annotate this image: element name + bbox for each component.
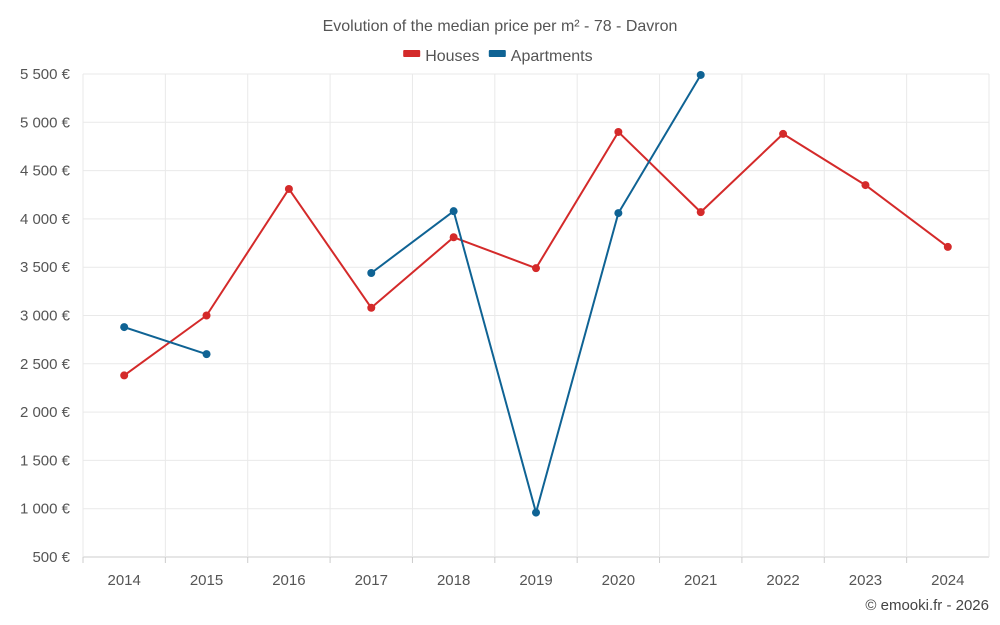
houses-point-2017[interactable] [367, 304, 375, 312]
houses-point-2019[interactable] [532, 264, 540, 272]
x-tick-label-2017: 2017 [355, 572, 388, 589]
y-tick-label: 3 500 € [20, 259, 71, 276]
y-tick-label: 5 000 € [20, 114, 71, 131]
houses-point-2024[interactable] [944, 243, 952, 251]
apartments-line [371, 75, 700, 513]
y-tick-label: 3 000 € [20, 308, 71, 325]
x-tick-label-2022: 2022 [766, 572, 799, 589]
apartments-point-2017[interactable] [367, 269, 375, 277]
y-tick-label: 5 500 € [20, 66, 71, 83]
y-tick-label: 4 000 € [20, 211, 71, 228]
chart-legend: Houses Apartments [403, 48, 592, 65]
legend-label: Apartments [511, 48, 593, 65]
chart-title: Evolution of the median price per m² - 7… [323, 18, 678, 35]
y-tick-label: 1 500 € [20, 452, 71, 469]
x-tick-label-2015: 2015 [190, 572, 223, 589]
apartments-point-2019[interactable] [532, 509, 540, 517]
legend-label: Houses [425, 48, 479, 65]
y-tick-label: 1 000 € [20, 501, 71, 518]
x-axis-ticks: 2014 2015 2016 2017 2018 2019 2020 2021 2022 2023… [83, 557, 965, 589]
x-tick-label-2018: 2018 [437, 572, 470, 589]
houses-point-2015[interactable] [203, 312, 211, 320]
legend-swatch [403, 50, 420, 57]
legend-swatch [489, 50, 506, 57]
series-houses [120, 128, 952, 379]
legend-item-houses[interactable]: Houses [403, 48, 479, 65]
apartments-point-2014[interactable] [120, 323, 128, 331]
x-tick-label-2023: 2023 [849, 572, 882, 589]
x-tick-label-2020: 2020 [602, 572, 635, 589]
x-tick-label-2019: 2019 [519, 572, 552, 589]
houses-point-2023[interactable] [861, 181, 869, 189]
y-tick-label: 2 000 € [20, 404, 71, 421]
y-axis-ticks: 500 € 1 000 € 1 500 € 2 000 € 2 500 € 3 000 €… [20, 66, 71, 566]
x-tick-label-2024: 2024 [931, 572, 964, 589]
legend-item-apartments[interactable]: Apartments [489, 48, 593, 65]
apartments-point-2015[interactable] [203, 350, 211, 358]
houses-point-2022[interactable] [779, 130, 787, 138]
apartments-point-2018[interactable] [450, 207, 458, 215]
y-tick-label: 500 € [32, 549, 70, 566]
houses-point-2020[interactable] [614, 128, 622, 136]
houses-point-2016[interactable] [285, 185, 293, 193]
x-tick-label-2016: 2016 [272, 572, 305, 589]
y-tick-label: 4 500 € [20, 163, 71, 180]
credit-text: © emooki.fr - 2026 [865, 597, 989, 614]
x-tick-label-2014: 2014 [107, 572, 140, 589]
x-tick-label-2021: 2021 [684, 572, 717, 589]
chart-series [120, 71, 952, 517]
houses-point-2018[interactable] [450, 233, 458, 241]
apartments-point-2021[interactable] [697, 71, 705, 79]
median-price-chart: Evolution of the median price per m² - 7… [0, 0, 1000, 625]
y-tick-label: 2 500 € [20, 356, 71, 373]
houses-point-2014[interactable] [120, 371, 128, 379]
houses-point-2021[interactable] [697, 208, 705, 216]
grid-lines [83, 74, 989, 557]
apartments-point-2020[interactable] [614, 209, 622, 217]
